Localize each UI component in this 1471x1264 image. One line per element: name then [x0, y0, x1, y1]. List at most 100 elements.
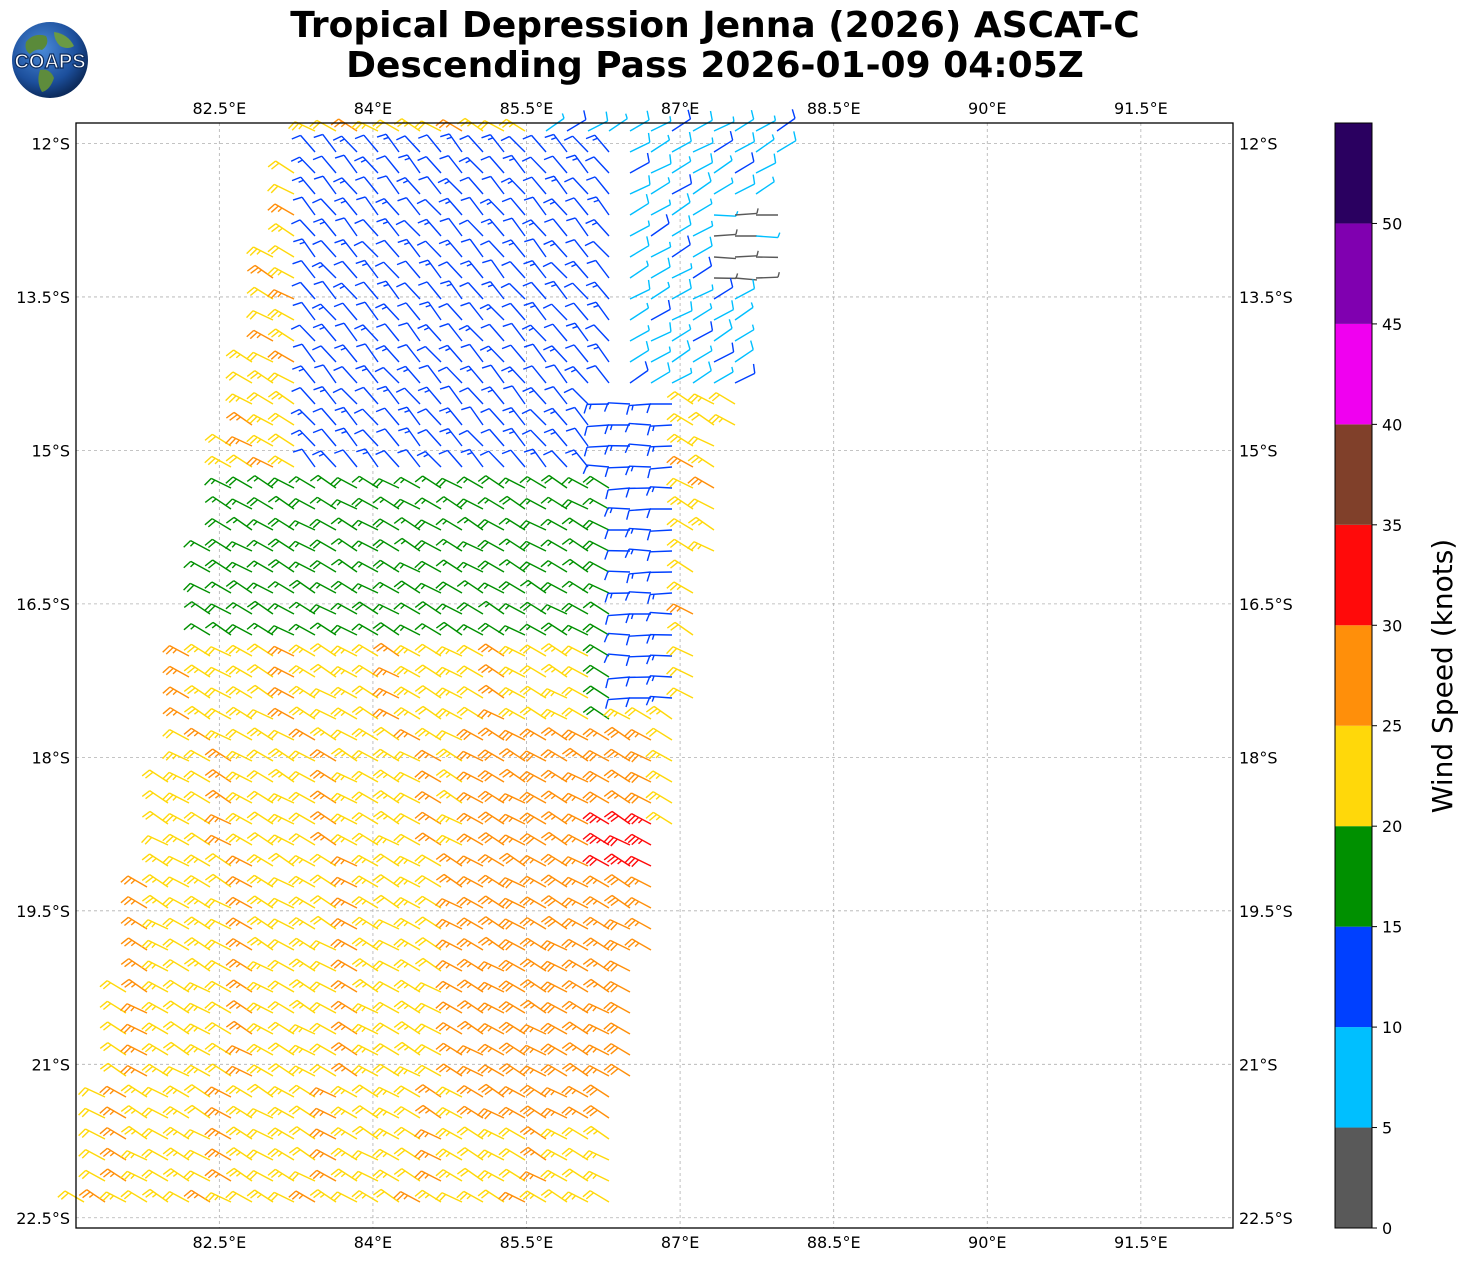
wind-barb [604, 529, 630, 540]
wind-barb [225, 833, 253, 846]
wind-barb [477, 790, 505, 804]
wind-barb [477, 709, 505, 720]
wind-barb [645, 791, 673, 804]
wind-barb [309, 895, 337, 909]
wind-barb [288, 812, 316, 825]
wind-barb [334, 427, 358, 447]
wind-barb [309, 496, 337, 510]
wind-barb [313, 175, 337, 195]
wind-barb [183, 1084, 211, 1098]
wind-barb [435, 477, 463, 489]
wind-barb [671, 215, 692, 237]
wind-barb [565, 322, 589, 342]
wind-barb [519, 1126, 547, 1140]
wind-barb [498, 729, 526, 742]
wind-barb [267, 267, 295, 279]
wind-barb [351, 497, 379, 510]
wind-barb [183, 937, 211, 951]
wind-barb [309, 769, 337, 783]
wind-barb [372, 726, 400, 741]
wind-barb [435, 769, 463, 783]
gridlines [76, 123, 1233, 1228]
wind-barb [605, 697, 631, 709]
wind-barb [267, 707, 295, 720]
wind-barb [372, 790, 400, 804]
wind-barb [608, 113, 628, 132]
wind-barb [141, 894, 169, 909]
wind-barb [141, 1107, 169, 1119]
wind-barb [481, 175, 505, 195]
wind-barb [309, 874, 337, 888]
wind-barb [225, 602, 253, 615]
wind-barb [625, 465, 652, 476]
wind-barb [561, 834, 589, 846]
wind-barb [561, 813, 589, 825]
wind-barb [396, 365, 421, 384]
wind-barb [353, 408, 379, 426]
wind-barb [456, 541, 484, 552]
wind-barb [666, 559, 694, 573]
wind-barb [246, 1170, 274, 1182]
wind-barb [204, 666, 232, 678]
wind-barb [309, 981, 337, 993]
wind-barb [523, 301, 547, 321]
wind-barb [624, 751, 652, 763]
wind-barb [414, 643, 442, 657]
wind-barb [561, 666, 589, 678]
wind-barb [312, 450, 337, 468]
wind-barb [393, 602, 421, 615]
wind-barb [563, 282, 589, 300]
wind-barb [582, 937, 610, 951]
wind-barb [246, 392, 274, 405]
wind-barb [330, 1168, 358, 1182]
wind-barb [312, 198, 337, 216]
wind-barb [204, 455, 232, 468]
wind-barb [355, 365, 379, 384]
wind-barb [311, 303, 337, 321]
wind-barb [582, 728, 610, 741]
wind-barb [603, 939, 631, 952]
wind-barb [477, 981, 505, 993]
wind-barb [78, 1189, 106, 1203]
wind-barb [372, 603, 400, 615]
wind-barb [456, 1147, 484, 1161]
wind-barb [372, 1107, 400, 1119]
wind-barb [435, 1086, 463, 1098]
wind-barb [582, 623, 610, 636]
wind-barb [671, 156, 692, 174]
wind-barb [312, 155, 337, 174]
wind-barb [141, 874, 169, 888]
wind-barb [671, 340, 691, 363]
colorbar-bin [1335, 1127, 1372, 1228]
wind-barb [225, 750, 253, 762]
wind-barb [438, 303, 463, 321]
wind-barb [734, 174, 756, 195]
wind-barb [582, 854, 610, 867]
wind-barb [393, 876, 421, 888]
wind-barb [582, 1065, 610, 1077]
wind-barb [372, 1086, 400, 1098]
wind-barb [162, 1000, 190, 1014]
map-frame [75, 122, 1234, 1229]
wind-barb [309, 790, 337, 804]
wind-barb [414, 1002, 442, 1014]
wind-barb [713, 277, 734, 300]
wind-barb [561, 1000, 589, 1014]
wind-barb [288, 1084, 316, 1098]
wind-barb [330, 834, 358, 846]
wind-barb [267, 877, 295, 888]
wind-barb [204, 853, 232, 867]
wind-barb [393, 897, 421, 909]
wind-barb [162, 1106, 190, 1119]
wind-barb [334, 322, 358, 342]
wind-barb [734, 109, 755, 132]
colorbar-tick-label: 40 [1382, 415, 1402, 434]
wind-barb [414, 705, 442, 720]
wind-barb [120, 978, 148, 993]
title-line-2: Descending Pass 2026-01-09 04:05Z [346, 45, 1084, 86]
wind-barb [162, 1066, 190, 1077]
wind-barb [456, 561, 484, 573]
wind-barb [162, 917, 190, 930]
wind-barb [225, 706, 253, 720]
colorbar-tick-label: 30 [1382, 616, 1402, 635]
